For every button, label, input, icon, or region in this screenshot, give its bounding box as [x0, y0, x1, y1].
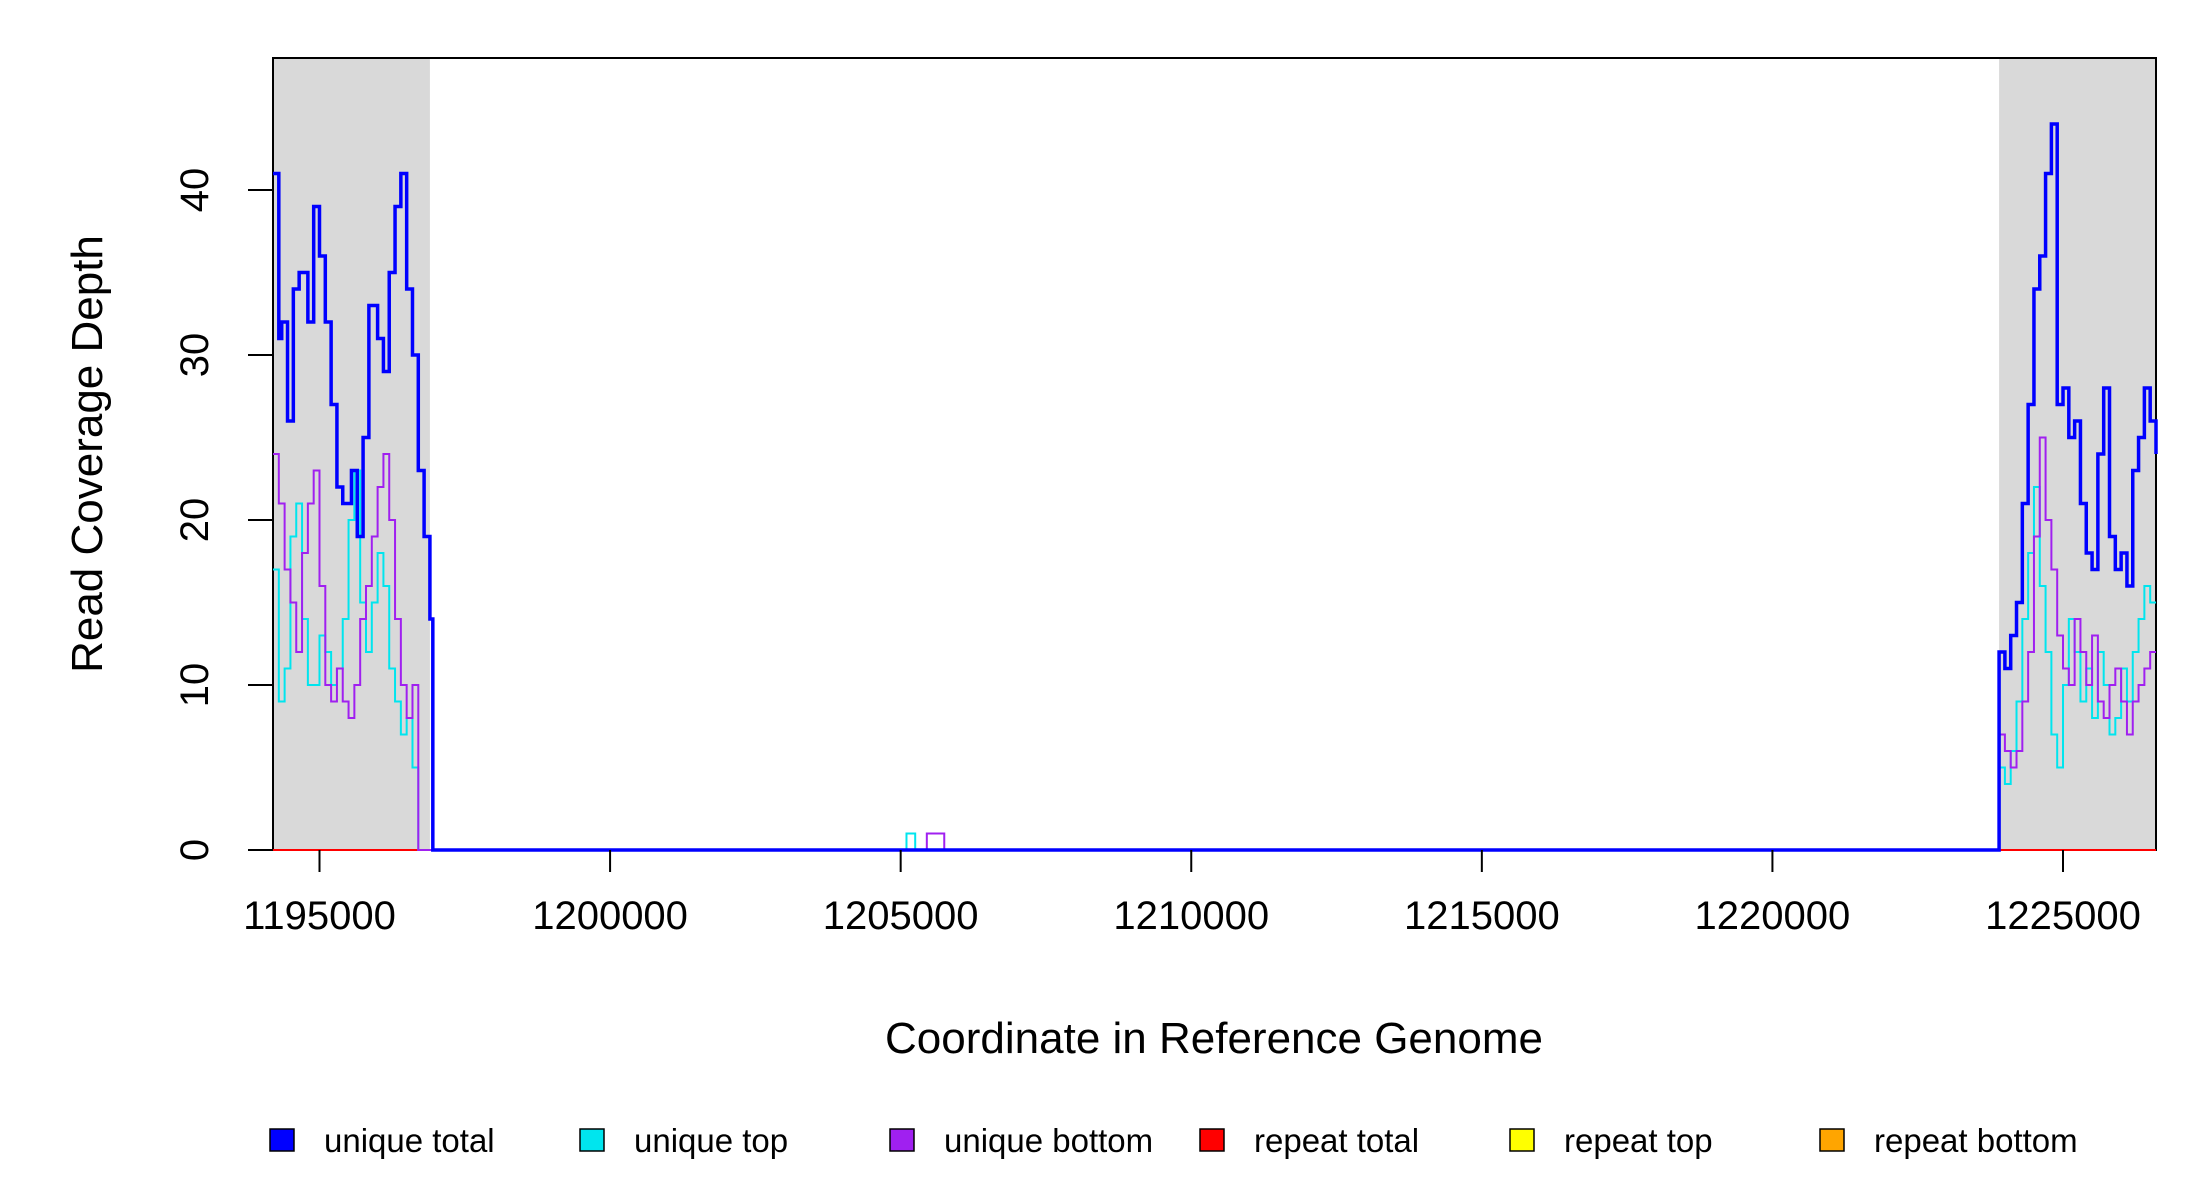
x-tick-label-5: 1220000 — [1695, 894, 1851, 938]
series-line-unique-bottom — [273, 436, 2156, 851]
x-tick-label-2: 1205000 — [823, 894, 979, 938]
legend-label-1: unique top — [634, 1122, 788, 1159]
shaded-regions — [273, 58, 2156, 850]
legend-label-4: repeat top — [1564, 1122, 1713, 1159]
legend-swatch-3 — [1199, 1128, 1225, 1152]
y-axis-title: Read Coverage Depth — [63, 235, 112, 673]
x-axis-title: Coordinate in Reference Genome — [885, 1014, 1543, 1063]
legend-label-5: repeat bottom — [1874, 1122, 2078, 1159]
legend-label-3: repeat total — [1254, 1122, 1419, 1159]
series-line-unique-total — [273, 122, 2158, 852]
x-tick-label-3: 1210000 — [1113, 894, 1269, 938]
y-tick-label-1: 10 — [173, 663, 217, 708]
plot-frame — [272, 57, 2157, 851]
x-tick-label-4: 1215000 — [1404, 894, 1560, 938]
y-tick-label-0: 0 — [173, 839, 217, 861]
legend-swatch-5 — [1819, 1128, 1845, 1152]
shaded-region-1 — [1999, 58, 2156, 850]
y-tick-label-4: 40 — [173, 168, 217, 213]
legend-swatch-2 — [889, 1128, 915, 1152]
series-line-unique-top — [273, 469, 2156, 851]
legend-label-0: unique total — [324, 1122, 495, 1159]
y-axis: 0 10 20 30 40 — [173, 168, 273, 861]
x-tick-label-0: 1195000 — [243, 894, 396, 938]
legend-swatch-0 — [269, 1128, 295, 1152]
y-tick-label-2: 20 — [173, 498, 217, 543]
x-tick-label-1: 1200000 — [532, 894, 688, 938]
y-tick-label-3: 30 — [173, 333, 217, 378]
legend: unique total unique top unique bottom repea… — [269, 1122, 2078, 1159]
x-axis: 1195000 1200000 1205000 1210000 1215000 12200… — [243, 850, 2141, 938]
legend-swatch-1 — [579, 1128, 605, 1152]
series-lines — [273, 122, 2158, 852]
legend-label-2: unique bottom — [944, 1122, 1153, 1159]
x-tick-label-6: 1225000 — [1985, 894, 2141, 938]
legend-swatch-4 — [1509, 1128, 1535, 1152]
